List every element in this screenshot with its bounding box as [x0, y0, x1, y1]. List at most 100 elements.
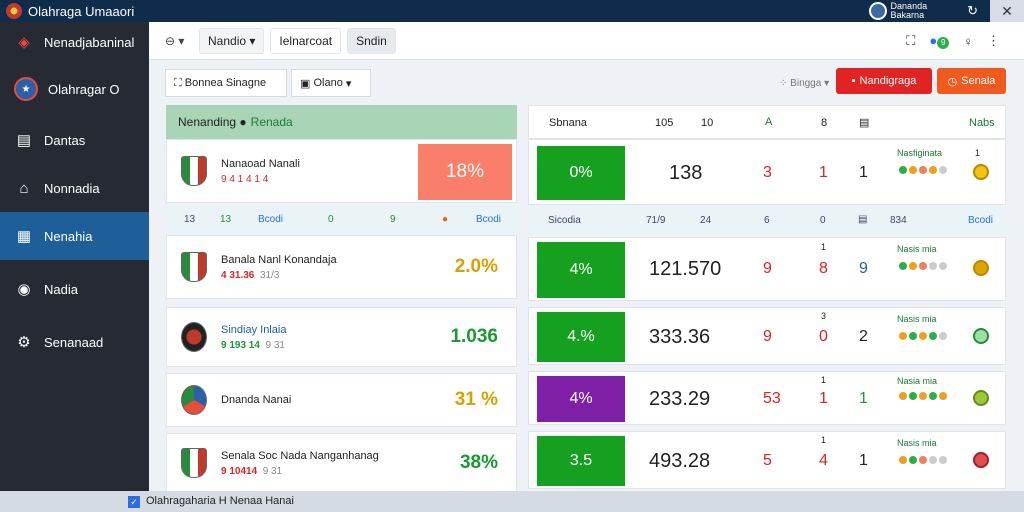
left-subheader: 13 13 Bcodi 0 9 ● Bcodi	[166, 203, 517, 235]
list-icon: ▤	[859, 117, 870, 129]
coin-icon[interactable]	[973, 390, 989, 406]
tab-ielnarcoat[interactable]: Ielnarcoat	[270, 27, 342, 54]
notification-badge: 9	[937, 36, 950, 49]
team-stats: 9 4 1 4 1 4	[221, 173, 269, 185]
more-icon[interactable]: ⋮	[987, 33, 1000, 48]
team-name: Senala Soc Nada Nanganhanag	[221, 449, 379, 462]
filter-select-one[interactable]: ⛶ Bonnea Sinagne	[165, 69, 287, 97]
team-percentage: 31 %	[454, 389, 498, 410]
sidebar-item-label: Nonnadia	[44, 180, 100, 196]
user-avatar[interactable]	[868, 2, 887, 20]
left-panel: Nenanding ● Renada Nanaoad Nanali 9 4 1 4…	[166, 105, 517, 493]
team-percentage: 18%	[418, 144, 512, 200]
status-icon[interactable]: ● 9	[929, 33, 950, 49]
team-crest-icon	[181, 322, 207, 352]
team-percentage: 1.036	[450, 326, 498, 347]
sidebar-item-label: Nenadjabaninal	[44, 34, 135, 50]
close-icon: ✕	[1001, 2, 1013, 19]
team-card[interactable]: Sindiay Inlaia 9 193 14 9 31 1.036	[166, 307, 517, 367]
team-name: Sindiay Inlaia	[221, 323, 287, 336]
percent-chip: 4%	[537, 242, 625, 298]
list-icon: ▤	[16, 132, 32, 149]
percent-chip: 4.%	[537, 312, 625, 362]
sidebar-item-nadia[interactable]: ◉ Nadia	[0, 260, 149, 318]
sidebar-item-senanaad[interactable]: ⚙ Senanaad	[0, 318, 149, 366]
tab-nandio[interactable]: Nandio ▾	[199, 27, 265, 54]
table-row[interactable]: 3.5 493.28 5 4 1 1 Nasis mia	[528, 431, 1006, 489]
coin-icon[interactable]	[973, 164, 989, 180]
team-card[interactable]: Senala Soc Nada Nanganhanag 9 10414 9 31…	[166, 433, 517, 493]
app-title: Olahraga Umaaori	[28, 3, 135, 19]
score-value: 138	[669, 162, 703, 184]
team-name: Nanaoad Nanali	[221, 157, 300, 170]
team-card[interactable]: Banala Nanl Konandaja 4 31.36 31/3 2.0%	[166, 235, 517, 299]
bottom-bar-label: Olahragaharia H Nenaa Hanai	[146, 495, 294, 507]
clock-icon: ◷	[947, 75, 958, 88]
table-row[interactable]: 4% 121.570 9 8 9 1 Nasis mia	[528, 237, 1006, 301]
team-card[interactable]: Nanaoad Nanali 9 4 1 4 1 4 18%	[166, 139, 517, 203]
top-bar: ⊖ ▾ Nandio ▾ Ielnarcoat Sndin ⛶ ● 9 ♀ ⋮	[149, 22, 1024, 60]
form-dots	[899, 332, 947, 340]
sidebar-item-label: Senanaad	[44, 334, 104, 350]
app-logo-icon	[6, 3, 22, 19]
user-name: Dananda Bakarna	[890, 1, 928, 20]
table-row[interactable]: 4.% 333.36 9 0 2 3 Nasis mia	[528, 307, 1006, 365]
flag-icon: ▪	[851, 75, 856, 87]
team-percentage: 38%	[459, 452, 498, 473]
coin-icon[interactable]	[973, 328, 989, 344]
team-percentage: 2.0%	[454, 256, 498, 277]
percent-chip: 4%	[537, 376, 625, 422]
sidebar: ◈ Nenadjabaninal ★ Olahragar O ▤ Dantas ⌂ No…	[0, 22, 149, 512]
sidebar-item-nenahia[interactable]: ▦ Nenahia	[0, 212, 149, 260]
chart-icon: ⛶	[174, 76, 185, 89]
right-panel-header: Sbnana 105 10 A 8 ▤ Nabs	[528, 105, 1006, 139]
sidebar-item-label: Dantas	[44, 132, 86, 148]
refresh-icon[interactable]: ↻	[967, 3, 978, 18]
orange-action-button[interactable]: ◷ Senala	[937, 68, 1006, 94]
team-card[interactable]: Dnanda Nanai 31 %	[166, 373, 517, 427]
calendar-icon: ▣	[300, 77, 314, 90]
title-bar: Olahraga Umaaori Dananda Bakarna ↻ ✕	[0, 0, 1024, 22]
checkbox[interactable]: ✓	[128, 496, 140, 508]
sidebar-item-label: Olahragar O	[48, 81, 120, 97]
score-value: 121.570	[649, 258, 722, 280]
tab-sndin[interactable]: Sndin	[347, 27, 396, 54]
score-value: 233.29	[649, 388, 711, 410]
home-icon: ⌂	[19, 179, 29, 197]
percent-chip: 0%	[537, 146, 625, 200]
team-badge-icon: ★	[14, 77, 38, 101]
nav-dropdown[interactable]: ⊖ ▾	[165, 33, 185, 48]
table-row[interactable]: 0% 138 3 1 1 Nasfiginata 1	[528, 139, 1006, 205]
left-panel-header: Nenanding ● Renada	[166, 105, 517, 139]
filter-select-two[interactable]: ▣ Olano ▾	[291, 69, 371, 97]
team-crest-icon	[181, 385, 207, 415]
form-dots	[899, 392, 947, 400]
fullscreen-icon[interactable]: ⛶	[906, 33, 916, 48]
sidebar-item-label: Nenahia	[44, 228, 93, 244]
sidebar-item-nonnadia[interactable]: ⌂ Nonnadia	[0, 164, 149, 212]
form-dots	[899, 166, 947, 174]
team-crest-icon	[181, 448, 207, 478]
team-crest-icon	[181, 252, 207, 282]
sort-dropdown[interactable]: ⁘ Bingga ▾	[779, 77, 830, 89]
team-name: Banala Nanl Konandaja	[221, 253, 337, 266]
right-subheader: Sicodia 71/9 24 6 0 ▤ 834 Bcodi	[528, 205, 1006, 237]
sidebar-item-label: Nadia	[44, 281, 78, 297]
table-row[interactable]: 4% 233.29 53 1 1 1 Nasia mia	[528, 371, 1006, 425]
score-value: 333.36	[649, 326, 711, 348]
sidebar-item-team[interactable]: ★ Olahragar O	[0, 62, 149, 116]
building-icon: ▦	[16, 228, 32, 245]
list-icon: ▤	[858, 214, 868, 225]
close-button[interactable]: ✕	[990, 0, 1024, 22]
red-action-button[interactable]: ▪ Nandigraga	[836, 68, 932, 94]
coin-icon[interactable]	[973, 452, 989, 468]
score-value: 493.28	[649, 450, 711, 472]
location-icon: ◉	[17, 281, 31, 298]
user-icon[interactable]: ♀	[963, 33, 973, 49]
brand-icon: ◈	[18, 34, 30, 51]
sidebar-item-brand[interactable]: ◈ Nenadjabaninal	[0, 22, 149, 62]
coin-icon[interactable]	[973, 260, 989, 276]
sidebar-item-dantas[interactable]: ▤ Dantas	[0, 116, 149, 164]
form-dots	[899, 262, 947, 270]
filter-bar: ⛶ Bonnea Sinagne ▣ Olano ▾ ⁘ Bingga ▾ ▪ N…	[165, 68, 1007, 98]
